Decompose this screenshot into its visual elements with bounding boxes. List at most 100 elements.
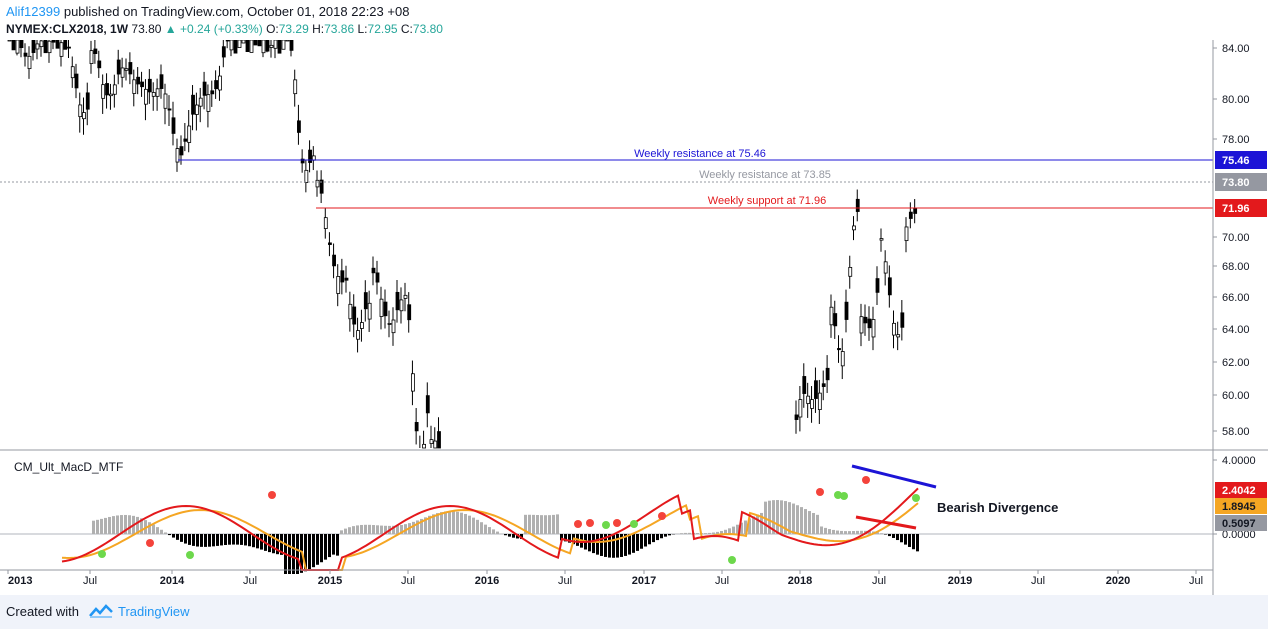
cross-dot	[574, 520, 582, 528]
candle	[336, 264, 341, 307]
time-tick-label: 2020	[1106, 575, 1130, 587]
candle	[132, 69, 137, 107]
candle	[245, 40, 250, 52]
candle	[352, 294, 357, 338]
candle-body	[155, 88, 160, 97]
histogram-bar	[240, 534, 243, 545]
candle-body	[112, 84, 117, 95]
candle	[379, 286, 384, 330]
candle	[391, 307, 396, 346]
candle	[323, 207, 328, 239]
price-tick-label: 84.00	[1222, 43, 1250, 55]
histogram-bar	[504, 534, 507, 536]
candle	[265, 40, 270, 53]
candle-body	[132, 79, 137, 94]
candle	[383, 289, 388, 329]
time-tick-label: Jul	[401, 575, 415, 587]
histogram-bar	[148, 522, 151, 534]
histogram-bar	[788, 502, 791, 534]
candle-body	[202, 81, 207, 96]
histogram-bar	[512, 534, 515, 538]
candle-body	[414, 422, 419, 432]
candle	[261, 40, 266, 58]
candle-body	[163, 93, 168, 109]
candle-body	[411, 373, 415, 392]
candle-body	[70, 66, 75, 79]
candle-body	[855, 198, 860, 212]
histogram-bar	[224, 534, 227, 546]
candle	[425, 382, 430, 428]
candle-body	[210, 90, 215, 95]
candle	[407, 292, 412, 333]
author-link[interactable]: Alif12399	[6, 4, 61, 19]
candle-body	[844, 301, 849, 320]
cross-dot	[862, 476, 870, 484]
candle-body	[356, 330, 360, 340]
histogram-bar	[448, 511, 451, 534]
histogram-bar	[432, 514, 435, 534]
histogram-bar	[708, 532, 711, 534]
candle	[249, 40, 254, 53]
candle-body	[425, 395, 430, 414]
histogram-bar	[164, 532, 167, 534]
candle	[794, 400, 799, 434]
candle	[817, 379, 822, 424]
candle-body	[43, 40, 48, 54]
candle	[371, 256, 376, 286]
candle-body	[863, 316, 868, 324]
time-axis[interactable]: 2013 Jul 2014 Jul 2015 Jul 2016 Jul 2017 Jul 2018 J…	[0, 569, 1213, 587]
candle	[233, 40, 238, 54]
candle	[31, 40, 36, 61]
histogram-bar	[312, 534, 315, 568]
candle-body	[51, 40, 56, 43]
histogram-bar	[820, 526, 823, 534]
candle	[879, 228, 884, 252]
level-label: Weekly resistance at 75.46	[634, 148, 766, 160]
price-tick-label: 64.00	[1222, 324, 1250, 336]
candle-body	[348, 303, 353, 320]
candle	[896, 321, 901, 351]
histogram-bar	[288, 534, 291, 574]
histogram-bar	[560, 534, 563, 541]
candle-body	[379, 298, 384, 317]
price-pane[interactable]: Weekly resistance at 75.46 Weekly resista…	[0, 40, 1213, 449]
histogram-bar	[632, 534, 635, 553]
candle-body	[183, 138, 188, 142]
cross-dot	[630, 520, 638, 528]
price-axis[interactable]: 84.00 80.00 78.00 70.00 68.00 66.00 64.00 62.00…	[1212, 40, 1267, 595]
candle-body	[93, 48, 98, 55]
publish-line: Alif12399 published on TradingView.com, …	[6, 4, 409, 19]
histogram-bar	[252, 534, 255, 548]
candle-body	[63, 40, 68, 50]
candle	[387, 310, 392, 338]
histogram-bar	[712, 532, 715, 534]
candle	[304, 160, 309, 193]
histogram-bar	[460, 512, 463, 534]
histogram-bar	[536, 515, 539, 534]
candle	[210, 80, 215, 107]
macd-pane[interactable]	[0, 464, 1213, 574]
tradingview-brand[interactable]: TradingView	[118, 604, 190, 619]
candle-body	[352, 306, 357, 325]
candle-body	[237, 40, 242, 48]
price-chart[interactable]: Weekly resistance at 75.46 Weekly resista…	[0, 40, 1268, 595]
histogram-bar	[496, 531, 499, 534]
candle	[51, 40, 56, 50]
cross-dot	[834, 491, 842, 499]
candle-body	[300, 158, 305, 164]
histogram-bar	[756, 514, 759, 534]
macd-badge-text: 2.4042	[1222, 485, 1256, 497]
candle	[273, 40, 278, 59]
candle-body	[363, 292, 368, 310]
candle	[109, 83, 113, 110]
histogram-bar	[784, 501, 787, 534]
candle-body	[833, 313, 838, 327]
open-label: O:	[266, 22, 279, 36]
level-badge	[1215, 151, 1267, 169]
histogram-bar	[896, 534, 899, 541]
candle-body	[806, 395, 811, 404]
candle-body	[794, 414, 799, 420]
candle	[913, 199, 918, 224]
candle-body	[913, 208, 918, 214]
candle	[319, 170, 324, 204]
